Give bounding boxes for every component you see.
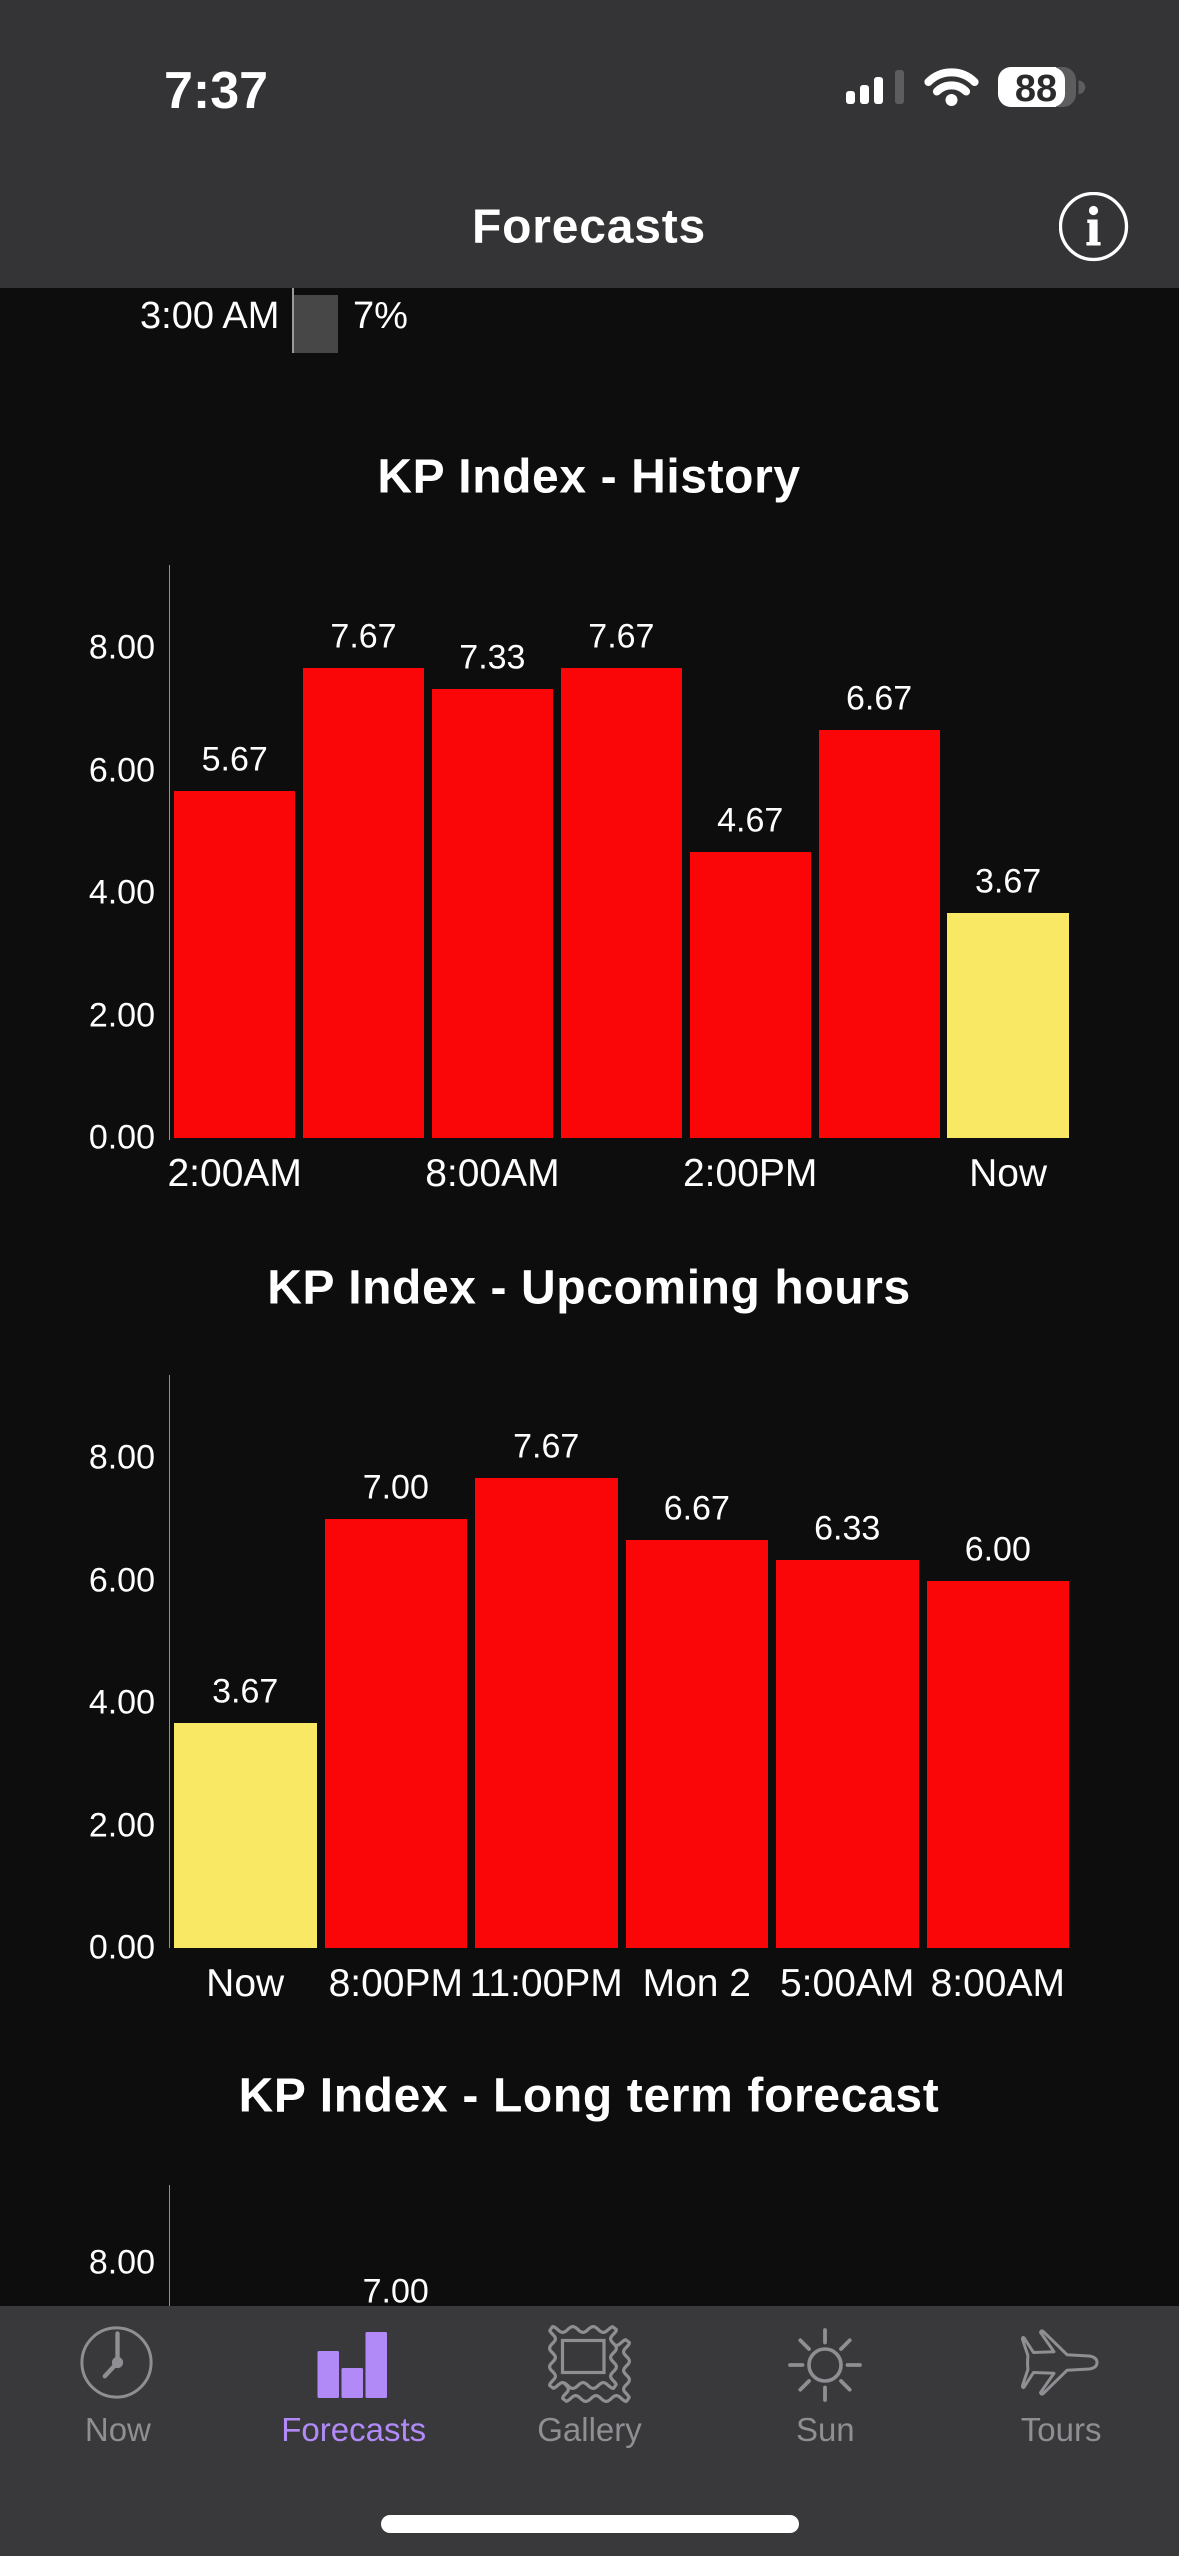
- svg-text:88: 88: [1015, 68, 1057, 110]
